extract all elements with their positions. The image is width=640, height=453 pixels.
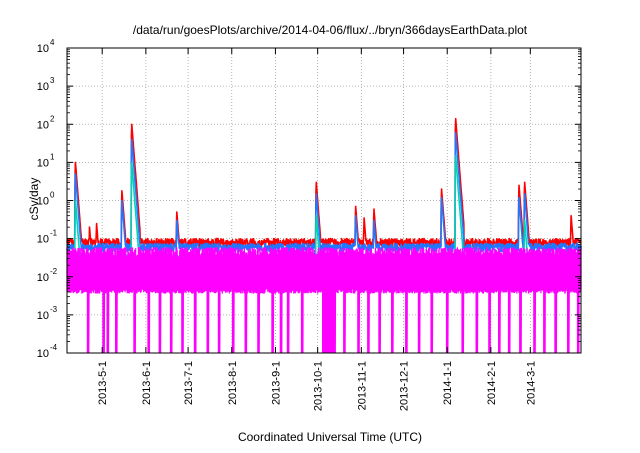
x-tick-label: 2013-5-1 [97, 361, 109, 405]
series-1-line [66, 117, 582, 248]
y-tick-label: 103 [37, 76, 55, 93]
x-tick-label: 2013-12-1 [399, 361, 411, 411]
plot-area [66, 117, 582, 354]
y-tick-label: 10-2 [37, 267, 58, 284]
y-tick-label: 100 [37, 191, 55, 208]
y-tick-label-exponent: 1 [50, 152, 55, 161]
x-tick-label: 2013-8-1 [227, 361, 239, 405]
y-tick-label-base: 10 [37, 196, 49, 208]
y-tick-label-base: 10 [37, 310, 49, 322]
x-axis-label: Coordinated Universal Time (UTC) [238, 430, 422, 444]
y-tick-label: 101 [37, 152, 55, 169]
series-2-line [66, 131, 582, 253]
y-tick-label-base: 10 [37, 81, 49, 93]
y-tick-label-base: 10 [37, 348, 49, 360]
y-tick-label: 104 [37, 38, 55, 55]
y-tick-label-exponent: 4 [50, 38, 55, 47]
x-tick-label: 2014-2-1 [486, 361, 498, 405]
y-axis-label: cSv/day [27, 178, 41, 221]
y-tick-label: 102 [37, 114, 55, 131]
series-4-line [66, 247, 582, 354]
y-tick-label-exponent: 3 [50, 76, 55, 85]
y-tick-label-exponent: 0 [50, 191, 55, 200]
x-tick-label: 2014-3-1 [525, 361, 537, 405]
y-tick-label-base: 10 [37, 43, 49, 55]
x-tick-label: 2013-7-1 [183, 361, 195, 405]
y-tick-label-base: 10 [37, 272, 49, 284]
y-tick-label-base: 10 [37, 234, 49, 246]
y-tick-label-exponent: -2 [50, 267, 58, 276]
x-tick-label: 2014-1-1 [442, 361, 454, 405]
y-tick-label-base: 10 [37, 119, 49, 131]
x-tick-label: 2013-11-1 [356, 361, 368, 410]
y-tick-label: 10-3 [37, 305, 58, 322]
y-tick-label: 10-4 [37, 343, 58, 360]
y-tick-label-exponent: 2 [50, 114, 55, 123]
y-tick-label: 10-1 [37, 229, 58, 246]
x-tick-label: 2013-6-1 [141, 361, 153, 405]
y-tick-label-base: 10 [37, 157, 49, 169]
x-tick-label: 2013-10-1 [313, 361, 325, 411]
chart-title: /data/run/goesPlots/archive/2014-04-06/f… [133, 23, 528, 37]
y-tick-label-exponent: -4 [50, 343, 58, 352]
x-tick-label: 2013-9-1 [270, 361, 282, 405]
y-tick-label-exponent: -3 [50, 305, 58, 314]
y-tick-label-exponent: -1 [50, 229, 58, 238]
plot-frame [66, 47, 582, 354]
